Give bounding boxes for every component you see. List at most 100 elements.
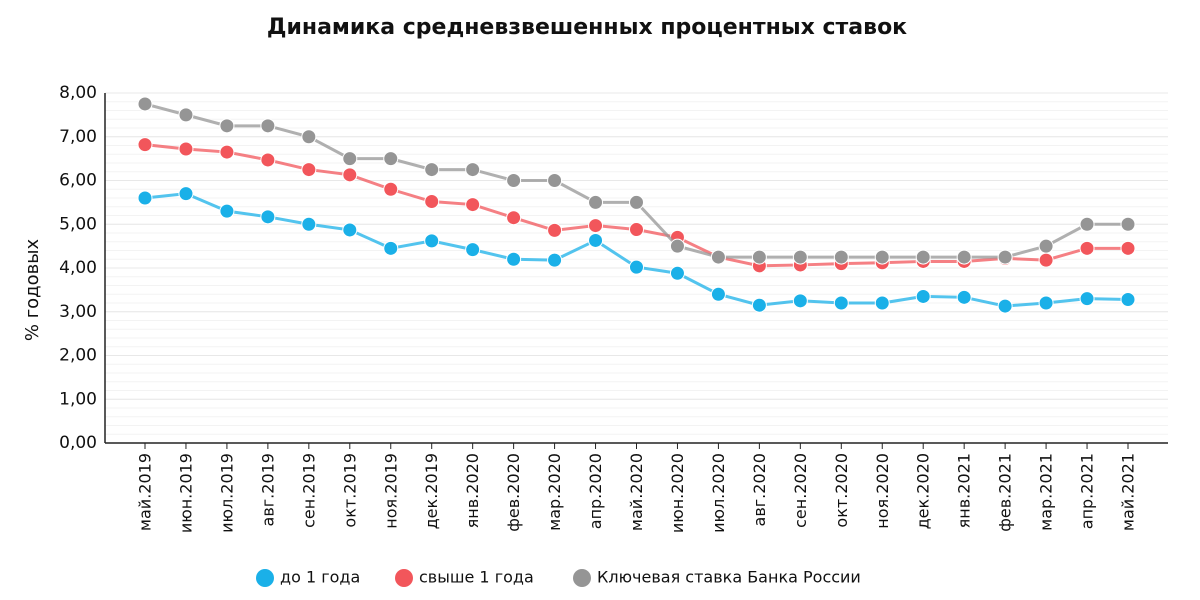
data-point [915,288,931,304]
data-point [178,141,194,157]
y-tick-label: 0,00 [59,433,97,453]
y-tick-label: 1,00 [59,389,97,409]
data-point [997,298,1013,314]
data-point [1079,240,1095,256]
legend-label: Ключевая ставка Банка России [597,568,861,587]
data-point [424,194,440,209]
data-point [219,203,235,219]
data-point [956,289,972,305]
data-point [1120,216,1136,232]
legend-marker [573,569,591,587]
x-tick-label: июл.2020 [709,453,728,533]
x-tick-label: июл.2019 [217,453,236,533]
data-point [874,249,890,265]
data-point [751,297,767,313]
data-point [260,152,276,168]
data-point [669,265,685,281]
x-tick-label: ноя.2019 [381,453,400,529]
data-point [629,259,644,275]
x-tick-label: май.2021 [1119,453,1138,531]
x-tick-label: май.2019 [136,453,155,531]
data-point [506,210,522,226]
data-point [383,181,399,197]
x-tick-label: дек.2020 [914,453,933,529]
data-point [792,293,808,309]
x-tick-label: окт.2019 [340,453,359,528]
data-point [137,190,153,206]
y-tick-label: 6,00 [59,171,97,191]
x-tick-label: ноя.2020 [873,453,892,529]
data-point [342,222,358,238]
data-point [1038,295,1054,311]
data-point [588,232,604,248]
y-tick-label: 4,00 [59,258,97,278]
data-point [547,252,563,268]
x-tick-label: фев.2021 [996,453,1015,532]
y-tick-label: 8,00 [59,83,97,103]
data-point [301,216,317,232]
data-point [342,167,358,183]
data-point [260,118,276,134]
data-point [1038,238,1054,254]
data-point [669,238,685,254]
data-point [833,295,849,311]
y-tick-label: 2,00 [59,346,97,366]
data-point [219,144,235,160]
legend-label: до 1 года [280,568,360,587]
data-point [588,218,604,234]
data-point [383,240,399,256]
data-point [465,242,481,258]
data-point [178,107,194,123]
data-point [219,118,235,134]
data-point [424,162,440,178]
data-point [956,249,972,265]
x-tick-label: окт.2020 [832,453,851,528]
data-point [506,173,522,188]
data-point [710,249,726,265]
data-point [260,209,276,225]
data-point [383,151,399,167]
x-tick-label: июн.2020 [668,453,687,533]
x-tick-label: сен.2020 [791,453,810,528]
chart-title: Динамика средневзвешенных процентных ста… [267,15,907,40]
data-point [1038,252,1054,268]
y-tick-label: 7,00 [59,127,97,147]
legend-marker [395,569,413,587]
data-point [629,194,644,210]
x-tick-label: авг.2020 [750,453,769,526]
data-point [1079,291,1095,307]
data-point [1120,292,1136,307]
x-tick-label: мар.2021 [1037,453,1056,531]
x-tick-label: июн.2019 [176,453,195,533]
x-tick-label: май.2020 [627,453,646,531]
data-point [915,249,931,265]
x-tick-label: янв.2021 [955,453,974,528]
x-tick-label: янв.2020 [463,453,482,528]
data-point [588,194,604,210]
series-line [144,192,1129,308]
data-point [792,249,808,265]
y-tick-label: 5,00 [59,214,97,234]
data-point [301,129,317,145]
legend-label: свыше 1 года [419,568,534,587]
data-point [710,286,726,302]
data-point [465,162,481,178]
data-point [874,295,890,311]
x-tick-label: дек.2019 [422,453,441,529]
data-point [629,222,644,237]
data-point [547,173,563,188]
x-tick-label: мар.2020 [545,453,564,531]
data-point [137,96,153,112]
data-point [342,151,358,167]
data-point [137,137,153,153]
data-point [424,233,440,249]
y-axis-label: % годовых [22,239,43,342]
data-point [997,249,1013,265]
data-point [178,186,194,202]
x-tick-label: сен.2019 [299,453,318,528]
data-point [465,197,481,213]
data-point [1120,240,1136,256]
data-point [751,249,767,265]
data-point [301,162,317,178]
